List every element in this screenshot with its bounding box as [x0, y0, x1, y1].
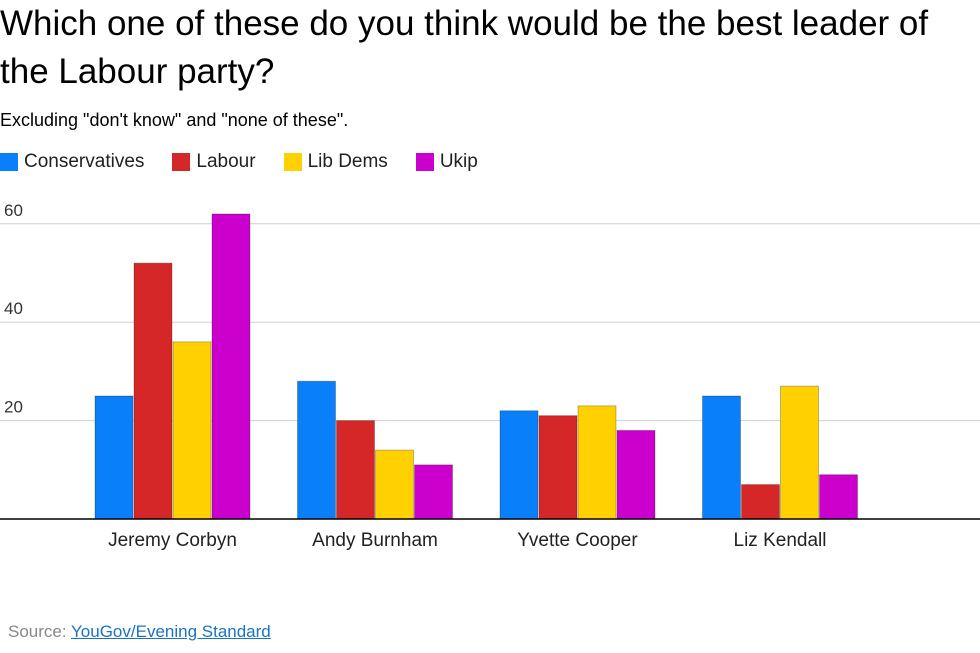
bar-conservatives — [94, 395, 134, 520]
x-category-label: Yvette Cooper — [517, 530, 638, 551]
legend-swatch — [172, 153, 191, 171]
bar-ukip — [211, 213, 251, 520]
bar-lib-dems — [780, 385, 819, 520]
chart-title: Which one of these do you think would be… — [0, 4, 929, 91]
chart-subtitle: Excluding "don't know" and "none of thes… — [0, 110, 349, 130]
y-tick-label: 40 — [4, 299, 23, 318]
legend-label: Conservatives — [24, 151, 145, 172]
y-tick-label: 60 — [4, 201, 23, 220]
legend-swatch — [415, 153, 434, 171]
legend-item: Conservatives — [0, 151, 144, 173]
y-tick-label: 20 — [4, 398, 23, 417]
bar-ukip — [819, 474, 858, 520]
legend-item: Labour — [172, 151, 256, 173]
x-category-label: Andy Burnham — [312, 530, 438, 551]
bar-labour — [133, 262, 173, 520]
x-category-label: Liz Kendall — [734, 530, 827, 551]
legend-item: Lib Dems — [283, 151, 388, 173]
bar-ukip — [616, 429, 656, 520]
legend-label: Lib Dems — [307, 151, 388, 172]
bar-lib-dems — [577, 405, 617, 520]
bar-lib-dems — [375, 449, 414, 520]
legend-swatch — [283, 153, 302, 171]
x-category-label: Jeremy Corbyn — [108, 530, 237, 551]
source-link[interactable]: YouGov/Evening Standard — [71, 622, 271, 641]
legend-label: Ukip — [439, 151, 478, 172]
bar-chart: 20 40 60 Jeremy Corbyn Andy Burnham Yvette Co… — [0, 201, 980, 551]
legend-item: Ukip — [415, 151, 478, 173]
legend-swatch — [0, 153, 18, 171]
chart-legend: Conservatives Labour Lib Dems Ukip — [0, 150, 506, 174]
bar-conservatives — [702, 395, 741, 520]
legend-label: Labour — [196, 151, 256, 172]
bar-lib-dems — [172, 341, 212, 520]
bar-ukip — [414, 464, 453, 520]
bar-conservatives — [499, 410, 539, 520]
bar-labour — [336, 420, 375, 520]
bar-conservatives — [297, 380, 336, 520]
source-credit: Source: YouGov/Evening Standard — [8, 622, 271, 642]
bar-labour — [741, 484, 780, 520]
bar-labour — [538, 415, 578, 520]
source-label: Source: — [8, 622, 67, 641]
